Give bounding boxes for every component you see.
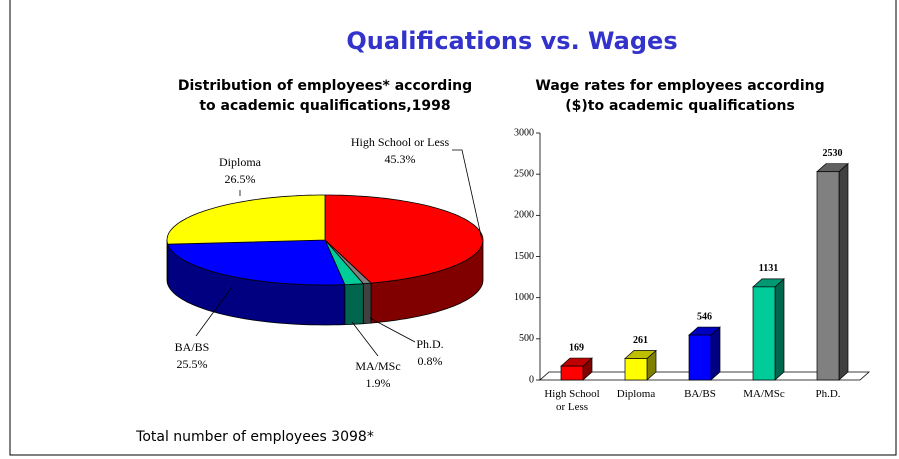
pie-slice	[167, 239, 346, 286]
bar-side	[838, 162, 849, 381]
pie-side	[362, 282, 372, 325]
pie-slice	[324, 194, 484, 284]
bar	[560, 357, 593, 381]
y-tick-label: 1000	[514, 292, 534, 303]
pie-label: BA/BS	[175, 340, 210, 354]
pie-label: MA/MSc	[355, 359, 400, 373]
pie-side	[166, 239, 169, 285]
leader-line	[452, 149, 483, 241]
x-tick-label: High School or Less	[544, 388, 600, 413]
pie-tops	[166, 194, 484, 286]
bar-title: Wage rates for employees according ($)to…	[535, 78, 825, 114]
pie-value-label: 25.5%	[177, 357, 208, 371]
pie-side	[344, 283, 364, 326]
bar	[816, 162, 849, 381]
value-label: 1131	[759, 263, 778, 274]
pie-value-label: 1.9%	[366, 376, 391, 390]
x-label-box: High School or Less	[544, 388, 600, 413]
y-tick-label: 3000	[514, 127, 534, 138]
value-label: 2530	[823, 148, 843, 159]
x-tick-label: Ph.D.	[815, 388, 841, 400]
bar-front	[688, 334, 712, 381]
y-tick-label: 2000	[514, 210, 534, 221]
y-tick-label: 1500	[514, 251, 534, 262]
bar-front	[752, 286, 776, 381]
leader-line	[351, 321, 379, 357]
x-tick-label: BA/BS	[684, 388, 716, 400]
x-label-box: BA/BS	[684, 388, 716, 400]
x-tick-label: MA/MSc	[743, 388, 785, 400]
pie-slice	[166, 194, 326, 245]
pie-label: Diploma	[219, 155, 262, 169]
pie-value-label: 45.3%	[385, 152, 416, 166]
bar	[752, 278, 785, 381]
leader-line	[369, 317, 416, 343]
x-tick-label: Diploma	[616, 388, 656, 400]
y-tick-label: 0	[529, 374, 534, 385]
x-label-box: Diploma	[616, 388, 656, 400]
value-label: 261	[633, 335, 648, 346]
pie-title: Distribution of employees* according to …	[177, 78, 473, 114]
y-tick-label: 500	[519, 333, 534, 344]
pie-label: High School or Less	[351, 135, 450, 149]
pie-label: Ph.D.	[416, 337, 443, 351]
footnote: Total number of employees 3098*	[135, 429, 374, 445]
bar	[688, 326, 721, 381]
bar-front	[816, 171, 840, 381]
bar-front	[560, 365, 584, 381]
bar-side	[774, 278, 785, 381]
x-label-box: MA/MSc	[743, 388, 785, 400]
value-label: 169	[569, 342, 584, 353]
bar	[624, 349, 657, 381]
pie-title-box: Distribution of employees* according to …	[177, 78, 473, 114]
bar-front	[624, 358, 648, 381]
leader-line	[195, 286, 233, 337]
value-label: 546	[697, 311, 712, 322]
pie-value-label: 0.8%	[418, 354, 443, 368]
y-tick-label: 2500	[514, 168, 534, 179]
bar-title-box: Wage rates for employees according ($)to…	[535, 78, 825, 114]
pie-value-label: 26.5%	[225, 172, 256, 186]
bar-side	[710, 326, 721, 381]
slide-title: Qualifications vs. Wages	[346, 27, 677, 55]
x-label-box: Ph.D.	[815, 388, 841, 400]
